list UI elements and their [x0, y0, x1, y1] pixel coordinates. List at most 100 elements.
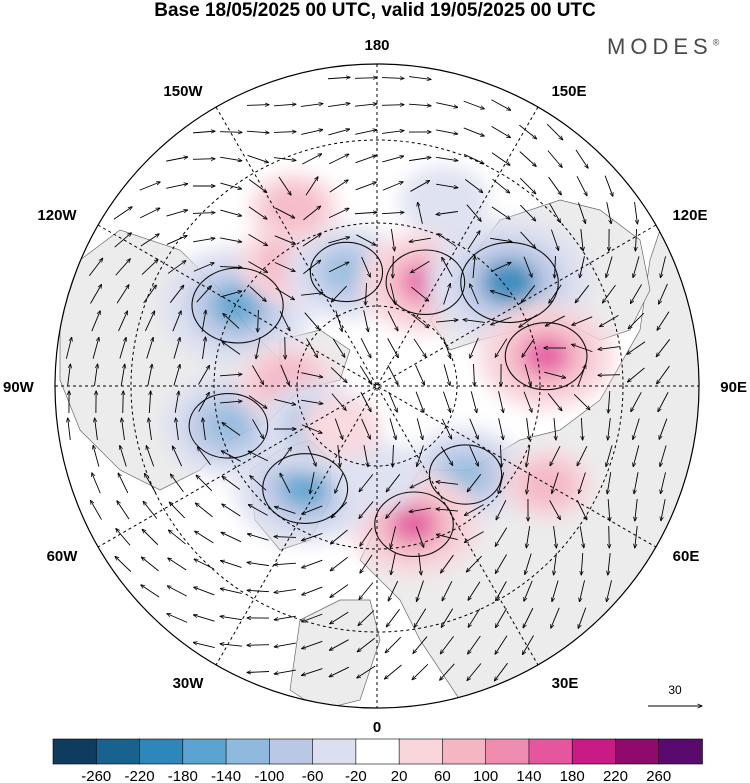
colorbar-tick-label: -220: [125, 768, 155, 783]
colorbar-swatch: [442, 738, 487, 765]
wind-arrow-icon: [248, 395, 267, 409]
wind-arrow-icon: [463, 153, 484, 163]
wind-arrow-icon: [523, 391, 532, 413]
wind-arrow-icon: [275, 207, 295, 218]
wind-arrow-icon: [575, 149, 588, 168]
wind-arrow-icon: [520, 231, 536, 248]
wind-arrow-icon: [660, 256, 666, 277]
wind-arrow-icon: [382, 182, 403, 191]
wind-arrow-icon: [382, 156, 403, 163]
wind-arrow-icon: [387, 365, 398, 385]
wind-arrow-icon: [438, 234, 457, 247]
wind-arrow-icon: [246, 131, 269, 133]
wind-arrow-icon: [223, 314, 240, 329]
wind-arrow-icon: [385, 664, 402, 679]
wind-arrow-icon: [390, 526, 397, 547]
wind-arrow-icon: [464, 504, 484, 516]
wind-arrow-icon: [146, 446, 155, 467]
wind-arrow-icon: [355, 182, 377, 191]
wind-arrow-icon: [440, 446, 452, 466]
colorbar-tick-label: -100: [254, 768, 284, 783]
colorbar-tick-label: -260: [81, 768, 111, 783]
wind-arrow-icon: [331, 393, 346, 411]
wind-arrow-icon: [252, 419, 264, 438]
wind-arrow-icon: [247, 155, 269, 162]
anomaly-core: [328, 416, 357, 439]
wind-arrow-icon: [195, 503, 213, 518]
wind-arrow-icon: [659, 418, 668, 440]
wind-arrow-icon: [410, 181, 429, 192]
wind-arrow-icon: [393, 255, 394, 278]
wind-arrow-icon: [381, 78, 404, 79]
wind-arrow-icon: [495, 338, 508, 358]
wind-arrow-icon: [247, 534, 269, 541]
wind-arrow-icon: [92, 337, 99, 359]
colorbar-tick-label: 20: [391, 768, 408, 783]
wind-arrow-icon: [275, 287, 295, 300]
wind-arrow-icon: [302, 532, 323, 540]
wind-arrow-icon: [409, 157, 431, 162]
wind-arrow-icon: [222, 504, 241, 517]
wind-arrow-icon: [573, 393, 590, 409]
wind-arrow-icon: [607, 472, 612, 494]
wind-arrow-icon: [363, 445, 368, 467]
wind-arrow-icon: [549, 500, 561, 519]
lon-label-120w: 120W: [37, 207, 77, 224]
wind-arrow-icon: [174, 391, 179, 413]
africa-land: [289, 599, 381, 708]
wind-arrow-icon: [519, 177, 535, 194]
wind-arrow-icon: [468, 635, 481, 654]
wind-arrow-icon: [491, 99, 510, 110]
wind-arrow-icon: [91, 311, 100, 332]
wind-arrow-icon: [635, 228, 636, 251]
wind-arrow-icon: [440, 635, 454, 654]
colorbar-tick-label: 100: [473, 768, 498, 783]
wind-arrow-icon: [114, 233, 132, 248]
anomaly-contour: [385, 249, 466, 316]
wind-arrow-icon: [354, 78, 377, 79]
wind-arrow-icon: [628, 367, 645, 382]
lon-label-150w: 150W: [163, 83, 203, 100]
anomaly-core: [428, 188, 460, 214]
wind-arrow-icon: [192, 213, 215, 214]
wind-arrow-icon: [303, 206, 320, 221]
wind-arrow-icon: [520, 204, 535, 221]
anomaly-contour: [309, 241, 384, 303]
wind-arrow-icon: [118, 311, 127, 332]
wind-arrow-icon: [576, 176, 587, 196]
wind-arrow-icon: [412, 663, 429, 679]
wind-arrow-icon: [545, 315, 565, 326]
wind-arrow-icon: [278, 447, 291, 466]
reference-vector: 30: [648, 683, 702, 706]
wind-arrow-icon: [91, 500, 102, 520]
wind-arrow-icon: [194, 559, 215, 570]
wind-arrow-icon: [274, 669, 296, 674]
wind-arrow-icon: [220, 156, 242, 161]
wind-arrow-icon: [442, 257, 453, 277]
wind-arrow-icon: [355, 130, 376, 135]
wind-arrow-icon: [496, 581, 507, 600]
anomaly-contour: [188, 393, 269, 459]
wind-arrow-icon: [169, 285, 183, 303]
wind-arrow-icon: [519, 151, 536, 167]
wind-arrow-icon: [635, 499, 638, 521]
wind-arrow-icon: [274, 563, 297, 565]
anomaly-contour: [191, 267, 284, 344]
wind-arrow-icon: [278, 176, 291, 195]
wind-arrow-icon: [363, 310, 369, 331]
colorbar-tick-label: 220: [603, 768, 628, 783]
wind-arrow-icon: [249, 286, 266, 302]
wind-arrow-icon: [201, 310, 206, 332]
colorbar-swatch: [571, 738, 617, 765]
wind-arrow-icon: [329, 639, 349, 651]
wind-arrow-icon: [467, 663, 482, 680]
wind-arrow-icon: [220, 182, 241, 189]
wind-arrow-icon: [473, 256, 475, 278]
anomaly-core: [361, 462, 393, 489]
wind-arrow-icon: [219, 267, 242, 268]
colorbar-tick-label: -20: [345, 768, 367, 783]
wind-arrow-icon: [608, 390, 610, 413]
wind-arrow-icon: [415, 391, 424, 413]
wind-arrow-icon: [149, 418, 152, 440]
wind-arrow-icon: [123, 391, 124, 414]
